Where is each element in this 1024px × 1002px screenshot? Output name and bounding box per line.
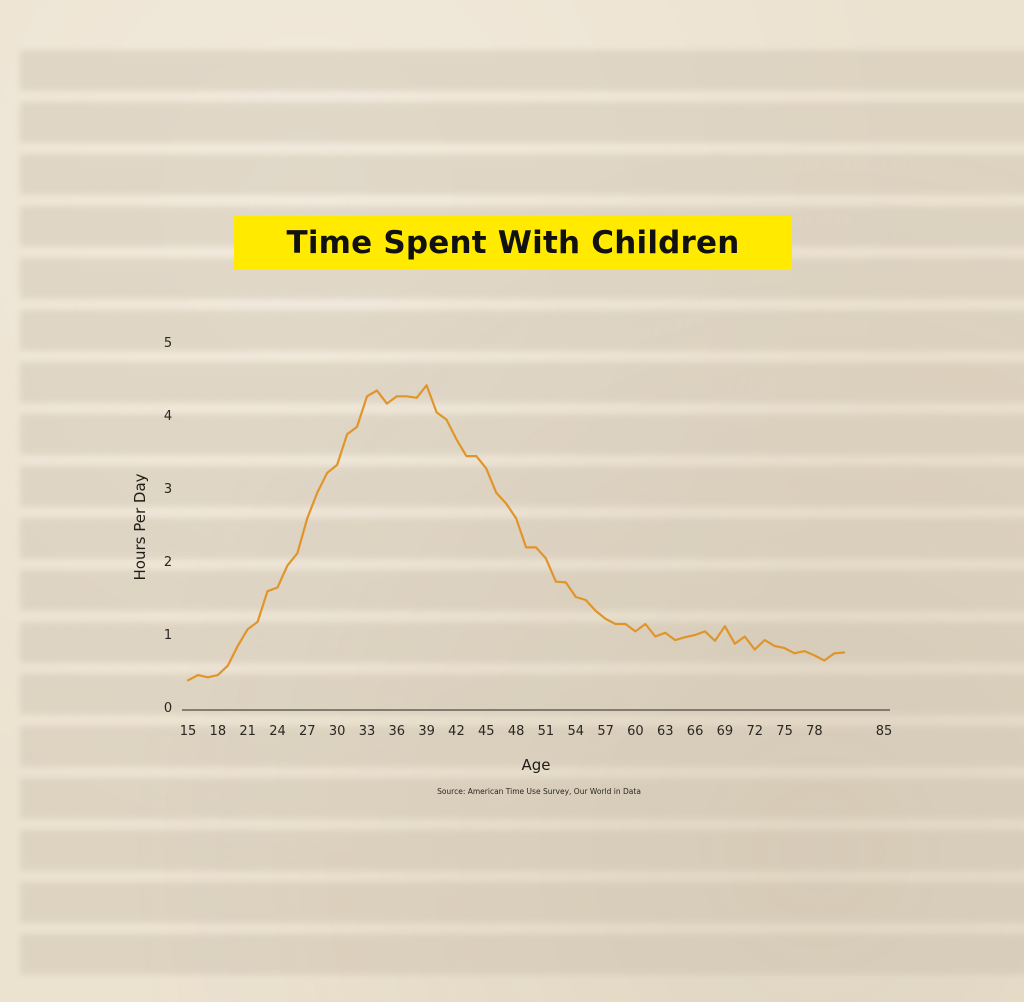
x-tick-label: 66 (687, 724, 704, 739)
x-tick-label: 51 (538, 724, 555, 739)
x-tick-label: 30 (329, 724, 346, 739)
y-tick-label: 4 (164, 409, 172, 424)
x-tick-label: 54 (567, 724, 584, 739)
series-line (186, 384, 846, 682)
x-tick-label: 78 (806, 724, 823, 739)
source-note: Source: American Time Use Survey, Our Wo… (437, 787, 641, 796)
chart-title-highlight: Time Spent With Children (234, 216, 792, 270)
x-tick-label: 63 (657, 724, 674, 739)
x-tick-label: 60 (627, 724, 644, 739)
x-tick-label: 69 (717, 724, 734, 739)
x-tick-label: 85 (876, 724, 893, 739)
x-tick-label: 18 (210, 724, 227, 739)
series-group (186, 384, 846, 682)
x-tick-label: 36 (389, 724, 406, 739)
x-axis: 15 18 21 24 27 30 33 36 39 42 45 48 51 54 57 60 63 66 69 72… (180, 724, 893, 739)
y-tick-label: 0 (164, 701, 172, 716)
y-axis: 0 1 2 3 4 5 (164, 336, 172, 716)
x-tick-label: 21 (239, 724, 256, 739)
x-tick-label: 48 (508, 724, 525, 739)
y-tick-label: 1 (164, 628, 172, 643)
x-tick-label: 45 (478, 724, 495, 739)
y-axis-title: Hours Per Day (131, 473, 149, 580)
x-tick-label: 15 (180, 724, 197, 739)
y-tick-label: 2 (164, 555, 172, 570)
y-tick-label: 5 (164, 336, 172, 351)
x-axis-title: Age (521, 756, 550, 774)
x-tick-label: 39 (418, 724, 435, 739)
x-tick-label: 33 (359, 724, 376, 739)
x-tick-label: 42 (448, 724, 465, 739)
x-tick-label: 24 (269, 724, 286, 739)
x-tick-label: 27 (299, 724, 316, 739)
chart-title: Time Spent With Children (286, 225, 740, 261)
x-tick-label: 57 (597, 724, 614, 739)
x-tick-label: 72 (746, 724, 763, 739)
x-tick-label: 75 (776, 724, 793, 739)
y-tick-label: 3 (164, 482, 172, 497)
